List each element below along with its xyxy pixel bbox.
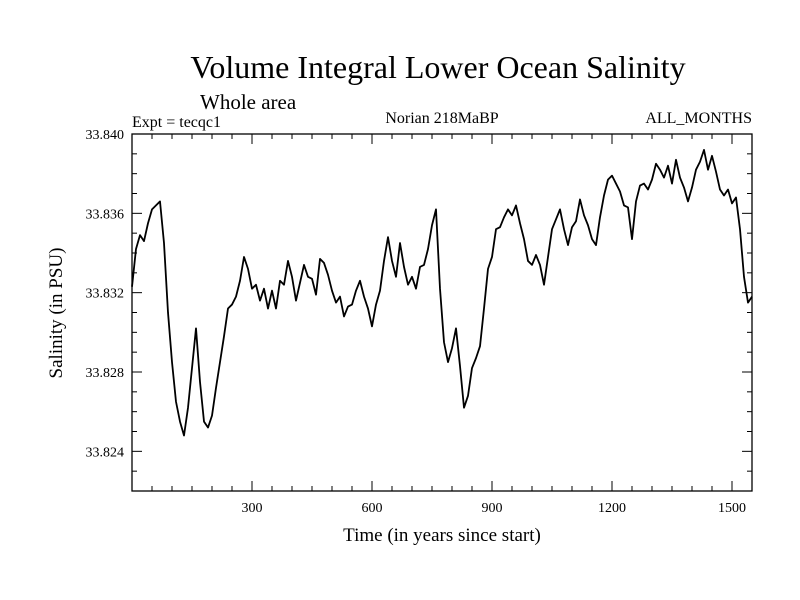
x-axis-label: Time (in years since start): [343, 525, 541, 546]
chart-title: Volume Integral Lower Ocean Salinity: [190, 49, 685, 85]
axis-ticks: [132, 134, 752, 491]
experiment-label: Expt = tecqc1: [132, 114, 221, 131]
x-tick-label: 900: [482, 501, 503, 516]
y-tick-label: 33.832: [86, 287, 125, 302]
y-tick-label: 33.840: [86, 128, 125, 143]
y-tick-label: 33.836: [86, 207, 125, 222]
y-axis-label: Salinity (in PSU): [46, 248, 67, 379]
months-label: ALL_MONTHS: [645, 110, 752, 127]
series-group: [131, 148, 753, 437]
period-label: Norian 218MaBP: [385, 110, 498, 127]
chart-subtitle: Whole area: [200, 90, 297, 114]
x-tick-label: 1200: [598, 501, 626, 516]
x-tick-label: 300: [242, 501, 263, 516]
y-tick-label: 33.824: [86, 445, 125, 460]
axis-tick-labels: 300 600 900 1200 1500 33.824 33.828 33.832 33.83…: [86, 128, 747, 516]
x-tick-label: 600: [362, 501, 383, 516]
x-tick-label: 1500: [718, 501, 746, 516]
y-tick-label: 33.828: [86, 366, 125, 381]
series-line-0: [131, 148, 753, 437]
